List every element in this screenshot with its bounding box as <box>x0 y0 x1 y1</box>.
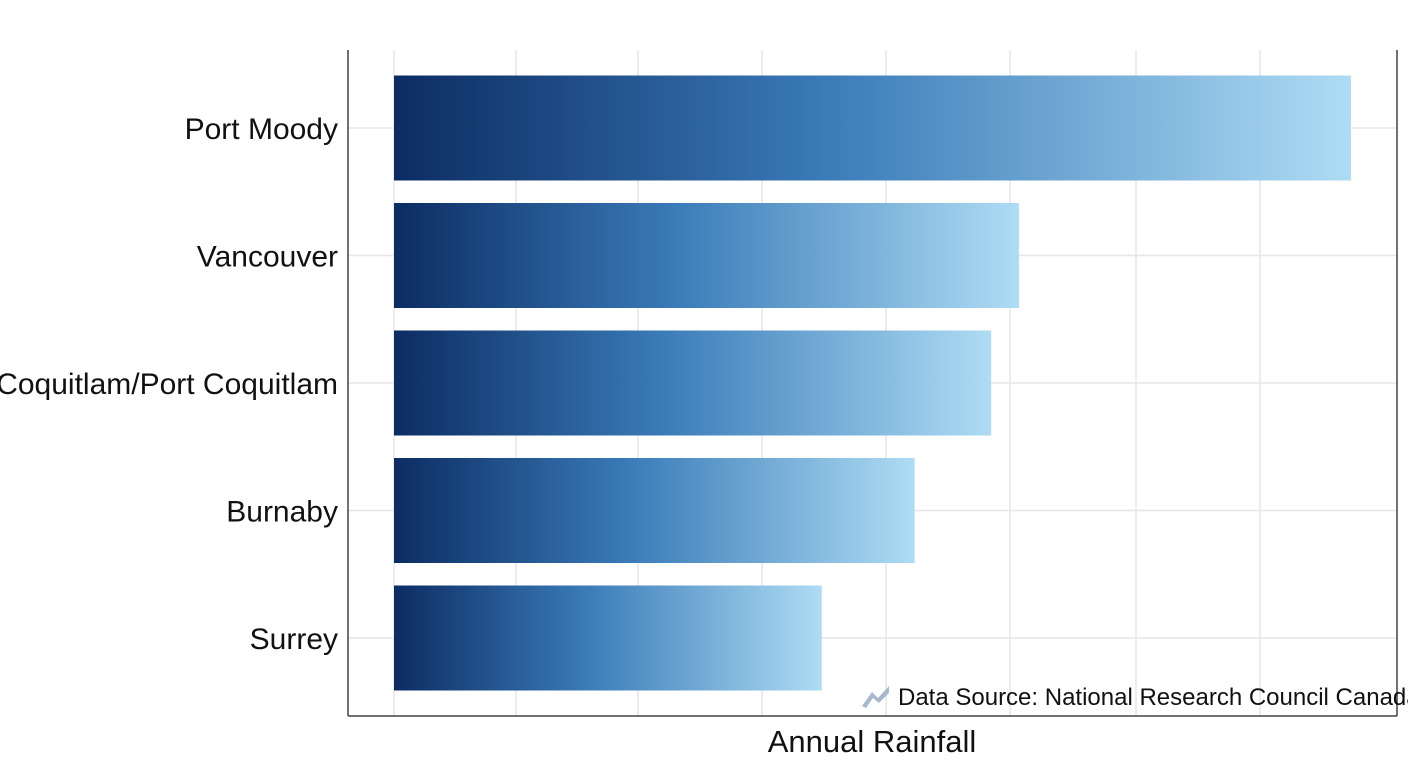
trend-icon <box>862 686 889 708</box>
category-label: Burnaby <box>226 496 338 529</box>
category-label: Port Moody <box>185 113 338 146</box>
bar-vancouver <box>394 203 1019 308</box>
bar-burnaby <box>394 458 915 563</box>
bar-surrey <box>394 585 822 691</box>
x-axis-title: Annual Rainfall <box>768 724 977 759</box>
data-source-note: Data Source: National Research Council C… <box>862 684 1408 711</box>
bar-port-moody <box>394 75 1351 181</box>
axes <box>347 50 1398 717</box>
category-label: Vancouver <box>197 241 338 274</box>
bar-coquitlam-port-coquitlam <box>394 330 992 436</box>
category-label: Coquitlam/Port Coquitlam <box>0 368 338 401</box>
data-source-text: Data Source: National Research Council C… <box>898 684 1408 711</box>
category-label: Surrey <box>250 623 338 656</box>
bars <box>394 75 1351 691</box>
category-labels: Port Moody Vancouver Coquitlam/Port Coquit… <box>0 113 338 656</box>
